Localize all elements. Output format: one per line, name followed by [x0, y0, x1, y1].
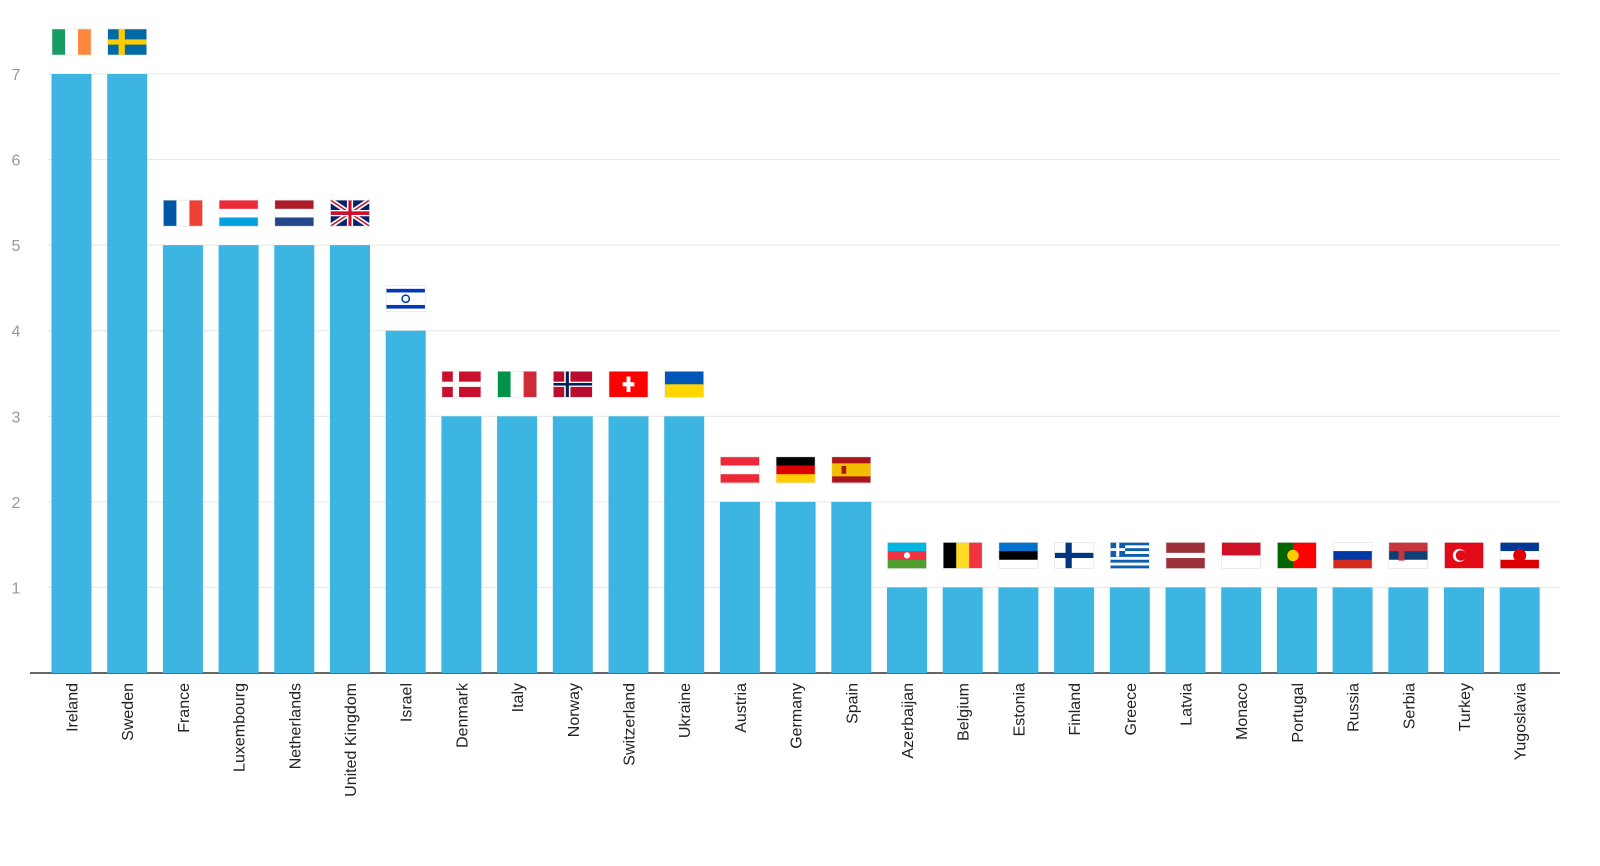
x-tick-label: Yugoslavia [1513, 683, 1530, 760]
netherlands-flag-icon [274, 199, 315, 227]
bar-austria [719, 501, 760, 673]
x-tick-label: Belgium [956, 683, 973, 741]
bar-israel [385, 330, 426, 673]
y-tick-label: 2 [12, 495, 21, 512]
spain-flag-icon [831, 456, 872, 484]
portugal-flag-icon [1277, 542, 1317, 569]
x-tick-label: Ireland [65, 683, 82, 732]
x-tick-label: Denmark [454, 682, 471, 748]
x-tick-label: Greece [1123, 683, 1140, 736]
x-tick-label: Turkey [1457, 683, 1474, 731]
bar-greece [1109, 587, 1150, 673]
x-tick-label: Israel [399, 683, 416, 722]
bar-ireland [51, 74, 92, 673]
estonia-flag-icon [998, 542, 1039, 569]
y-tick-label: 1 [12, 580, 21, 597]
x-tick-label: Switzerland [622, 683, 639, 766]
bar-portugal [1276, 587, 1317, 673]
bar-monaco [1221, 587, 1262, 673]
x-tick-label: Norway [566, 683, 583, 737]
germany-flag-icon [775, 456, 816, 484]
bar-turkey [1444, 587, 1484, 673]
italy-flag-icon [497, 370, 537, 398]
united-kingdom-flag-icon [329, 198, 371, 229]
y-tick-label: 7 [12, 67, 21, 84]
x-tick-label: Austria [733, 683, 750, 733]
bar-ukraine [664, 416, 705, 673]
x-tick-label: Finland [1067, 683, 1084, 735]
yugoslavia-flag-icon [1499, 542, 1540, 569]
bar-yugoslavia [1499, 587, 1540, 673]
bar-finland [1054, 587, 1095, 673]
x-tick-label: Azerbaijan [900, 683, 917, 759]
bar-sweden [107, 74, 148, 673]
belgium-flag-icon [942, 542, 983, 569]
denmark-flag-icon [441, 370, 482, 398]
bar-switzerland [608, 416, 649, 673]
y-tick-label: 5 [12, 238, 21, 255]
bar-united-kingdom [330, 245, 370, 673]
x-tick-label: Netherlands [287, 683, 304, 769]
x-tick-label: Portugal [1290, 683, 1307, 743]
sweden-flag-icon [107, 28, 147, 56]
bar-belgium [942, 587, 983, 673]
bar-estonia [998, 587, 1039, 673]
azerbaijan-flag-icon [887, 542, 927, 569]
monaco-flag-icon [1221, 542, 1261, 569]
latvia-flag-icon [1165, 542, 1206, 569]
bar-france [162, 245, 203, 673]
x-tick-label: Spain [844, 683, 861, 724]
france-flag-icon [163, 199, 203, 227]
y-tick-label: 6 [12, 153, 21, 170]
switzerland-flag-icon [608, 370, 649, 398]
x-tick-label: Serbia [1401, 683, 1418, 729]
turkey-flag-icon [1444, 542, 1484, 569]
x-tick-label: France [176, 683, 193, 733]
bar-serbia [1388, 587, 1429, 673]
bar-italy [497, 416, 538, 673]
finland-flag-icon [1054, 542, 1094, 569]
bar-russia [1332, 587, 1373, 673]
austria-flag-icon [720, 456, 760, 484]
x-tick-label: Italy [510, 683, 527, 712]
greece-flag-icon [1110, 542, 1150, 569]
x-tick-label: Luxembourg [232, 683, 249, 772]
norway-flag-icon [552, 370, 593, 398]
bar-latvia [1165, 587, 1206, 673]
x-tick-label: Monaco [1234, 683, 1251, 740]
x-tick-label: Ukraine [677, 683, 694, 738]
y-tick-label: 4 [12, 324, 21, 341]
bar-luxembourg [218, 245, 259, 673]
bar-netherlands [274, 245, 315, 673]
ukraine-flag-icon [664, 370, 705, 398]
bar-norway [552, 416, 593, 673]
ireland-flag-icon [51, 28, 92, 56]
russia-flag-icon [1332, 542, 1373, 569]
bar-germany [775, 501, 816, 673]
x-tick-label: Estonia [1011, 683, 1028, 736]
bar-azerbaijan [887, 587, 927, 673]
bar-spain [831, 501, 872, 673]
x-tick-label: Germany [789, 683, 806, 749]
x-tick-label: United Kingdom [343, 683, 360, 797]
luxembourg-flag-icon [218, 199, 259, 227]
bar-denmark [441, 416, 482, 673]
x-tick-label: Russia [1346, 683, 1363, 732]
x-tick-label: Latvia [1179, 683, 1196, 726]
israel-flag-icon [385, 285, 426, 313]
y-tick-label: 3 [12, 409, 21, 426]
x-tick-label: Sweden [120, 683, 137, 741]
serbia-flag-icon [1388, 542, 1429, 569]
